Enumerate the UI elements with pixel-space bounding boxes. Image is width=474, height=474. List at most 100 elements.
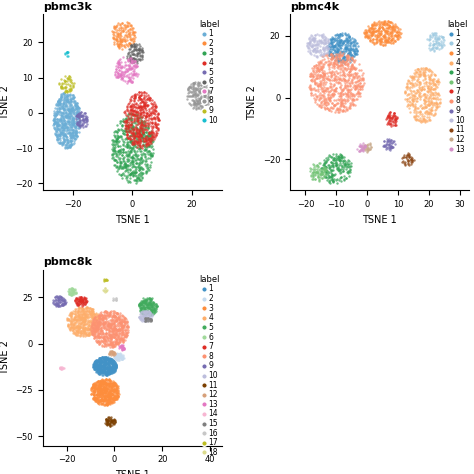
Point [55, 297, 62, 304]
Point [193, 80, 201, 88]
Point [60, 121, 67, 129]
Point [131, 62, 138, 69]
Point [369, 36, 377, 43]
Point [91, 320, 99, 328]
Point [113, 361, 120, 369]
Point [72, 288, 80, 296]
Point [307, 89, 315, 96]
Point [102, 358, 109, 365]
Point [353, 74, 361, 82]
Point [312, 96, 320, 103]
Point [93, 328, 100, 336]
Point [118, 37, 126, 45]
Point [150, 109, 157, 117]
Point [92, 362, 100, 369]
Point [341, 73, 349, 80]
Point [324, 94, 332, 101]
Point [103, 310, 110, 317]
Point [190, 80, 198, 87]
Point [70, 324, 78, 331]
Point [118, 335, 126, 343]
Point [130, 70, 138, 77]
Point [375, 34, 383, 41]
Point [323, 58, 330, 66]
Point [91, 319, 99, 327]
Point [343, 62, 351, 69]
Point [58, 120, 66, 128]
Point [89, 313, 96, 321]
Point [103, 401, 110, 408]
Point [328, 70, 335, 77]
Point [57, 293, 65, 301]
Point [86, 328, 94, 336]
Point [140, 100, 148, 108]
Point [330, 101, 338, 109]
Point [386, 146, 394, 154]
Point [123, 324, 130, 331]
Point [139, 129, 146, 137]
Point [105, 319, 112, 327]
Point [103, 330, 110, 337]
Point [346, 36, 354, 44]
Point [125, 73, 132, 81]
Point [335, 78, 342, 86]
Point [142, 299, 149, 307]
Point [323, 167, 331, 174]
Point [114, 37, 121, 45]
Point [100, 358, 108, 365]
Point [102, 276, 109, 284]
Point [437, 39, 445, 46]
Point [340, 49, 348, 57]
Point [119, 155, 127, 163]
Point [130, 133, 137, 140]
Point [393, 28, 401, 36]
Point [124, 31, 131, 38]
Point [91, 389, 98, 396]
Point [351, 42, 359, 49]
Point [318, 174, 326, 182]
Point [322, 157, 329, 165]
Point [431, 81, 438, 88]
Point [404, 76, 411, 84]
Point [94, 364, 102, 371]
Point [129, 173, 137, 180]
Point [75, 104, 82, 111]
Point [201, 88, 208, 96]
Point [69, 119, 77, 127]
Point [148, 127, 156, 134]
Point [141, 137, 148, 145]
Point [117, 32, 125, 39]
Point [356, 72, 363, 80]
Point [61, 299, 69, 307]
Point [111, 418, 118, 426]
Point [66, 120, 73, 128]
Point [328, 71, 336, 78]
Point [74, 314, 82, 321]
Point [385, 23, 392, 31]
Point [110, 416, 118, 424]
Point [339, 107, 346, 115]
Point [387, 29, 394, 37]
Point [346, 161, 353, 168]
Point [307, 69, 315, 76]
Point [122, 332, 130, 339]
Point [407, 155, 415, 163]
Point [95, 387, 103, 395]
Point [101, 322, 109, 330]
Point [328, 60, 336, 67]
Point [66, 131, 73, 139]
Point [118, 343, 126, 351]
Point [139, 107, 147, 114]
Point [369, 21, 377, 28]
Point [352, 82, 359, 90]
Point [310, 45, 318, 53]
Point [104, 360, 112, 367]
Point [320, 161, 328, 169]
Point [308, 71, 315, 78]
Point [430, 85, 438, 92]
Point [81, 317, 88, 325]
Point [143, 167, 150, 174]
Point [141, 134, 149, 142]
Point [337, 61, 345, 69]
Point [101, 370, 109, 378]
